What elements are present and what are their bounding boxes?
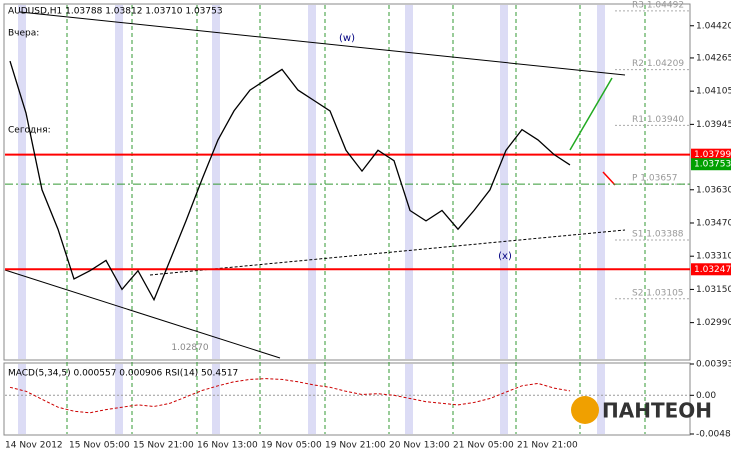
- x-tick-label: 20 Nov 13:00: [389, 441, 450, 451]
- chart-title: AUDUSD,H1 1.03788 1.03812 1.03710 1.0375…: [8, 7, 223, 17]
- y-tick-label: 1.03150: [696, 285, 731, 295]
- price-label: 1.03753: [694, 160, 731, 170]
- macd-title: MACD(5,34,5) 0.000557 0.000906 RSI(14) 5…: [8, 369, 238, 379]
- trend-line: [19, 11, 626, 76]
- series-line: [9, 60, 571, 302]
- session-band: [212, 364, 220, 434]
- logo-text: ПАНТЕОН: [602, 399, 712, 423]
- session-band: [405, 5, 413, 359]
- y-tick-label: -0.00486: [696, 430, 731, 440]
- trend-line: [4, 269, 281, 359]
- pivot-label: P 1.03657: [632, 174, 678, 184]
- session-bands: [18, 5, 646, 434]
- y-tick-label: 1.03945: [696, 120, 731, 130]
- session-band: [500, 364, 508, 434]
- level-label: 1.03247: [694, 265, 731, 275]
- y-tick-label: 1.04105: [696, 87, 731, 97]
- session-band: [18, 364, 26, 434]
- main-frame: [3, 3, 691, 361]
- pivot-label: S1 1.03388: [632, 230, 684, 240]
- trend-line: [149, 229, 626, 276]
- session-band: [115, 5, 123, 359]
- x-tick-label: 15 Nov 21:00: [133, 441, 194, 451]
- y-tick-label: 1.03310: [696, 252, 731, 262]
- session-band: [115, 364, 123, 434]
- x-tick-label: 14 Nov 2012: [5, 441, 63, 451]
- x-tick-label: 21 Nov 05:00: [453, 441, 514, 451]
- x-tick-label: 19 Nov 05:00: [261, 441, 322, 451]
- y-tick-label: 1.04265: [696, 53, 731, 63]
- x-tick-label: 15 Nov 05:00: [69, 441, 130, 451]
- level-tag: [691, 263, 731, 276]
- session-band: [18, 5, 26, 359]
- x-tick-label: 21 Nov 21:00: [517, 441, 578, 451]
- x-tick-label: 19 Nov 21:00: [325, 441, 386, 451]
- x-tick-label: 16 Nov 13:00: [197, 441, 258, 451]
- pivot-label: R2 1.04209: [632, 59, 684, 69]
- price-tag: [691, 158, 731, 171]
- pivot-label: R3 1.04492: [632, 0, 684, 10]
- info: Вчера:: [8, 29, 39, 39]
- session-band: [308, 5, 316, 359]
- y-tick-label: 1.03470: [696, 218, 731, 228]
- pivot-label: R1 1.03940: [632, 115, 684, 125]
- session-band: [500, 5, 508, 359]
- y-tick-label: 0.003932: [696, 360, 731, 370]
- annotation: (x): [498, 251, 512, 262]
- annotation: (w): [339, 33, 355, 44]
- projection: [602, 171, 616, 186]
- level-tag: [691, 148, 731, 161]
- pivot-label: S2 1.03105: [632, 288, 684, 298]
- session-band: [308, 364, 316, 434]
- session-band: [405, 364, 413, 434]
- macd-frame: [3, 362, 691, 436]
- y-tick-label: 1.03630: [696, 185, 731, 195]
- logo: ПАНТЕОН: [571, 396, 712, 424]
- level-label: 1.03799: [694, 150, 731, 160]
- projection: [569, 77, 613, 151]
- session-band: [212, 5, 220, 359]
- y-tick-label: 0.00: [696, 391, 716, 401]
- y-tick-label: 1.02990: [696, 318, 731, 328]
- y-tick-label: 1.04420: [696, 21, 731, 31]
- session-band: [597, 5, 605, 359]
- session-band: [597, 364, 605, 434]
- annotation: 1.02870: [171, 343, 208, 353]
